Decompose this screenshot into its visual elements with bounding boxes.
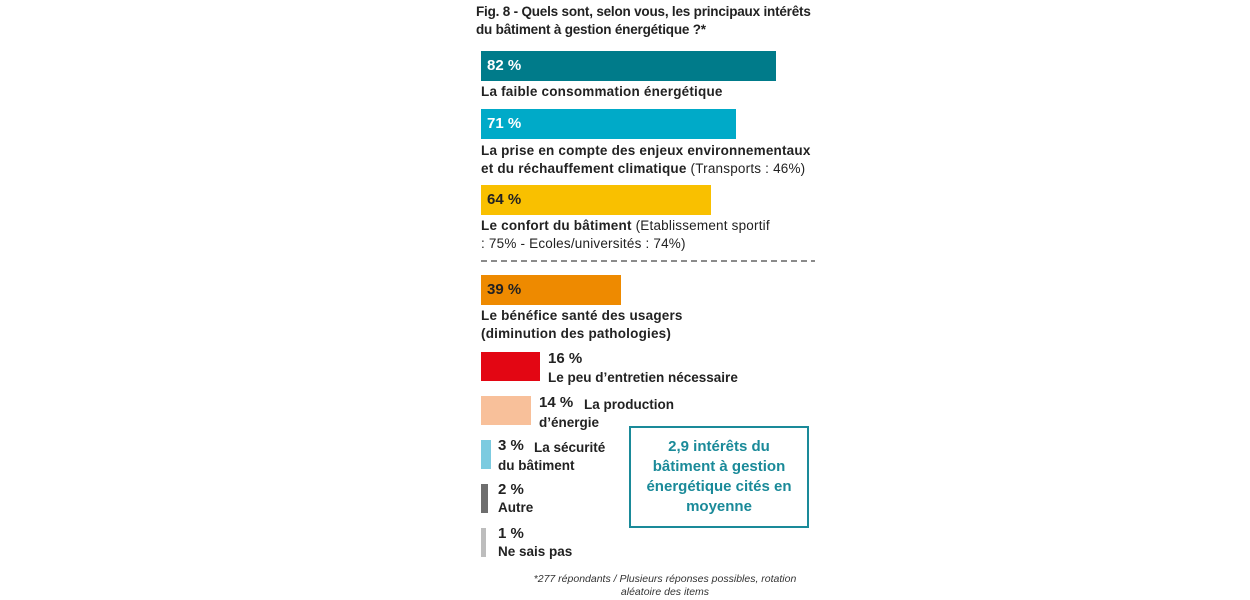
value-label-39: 39 % [487, 281, 522, 298]
bar-64 [481, 185, 711, 215]
category-label-5: Le peu d’entretien nécessaire [548, 370, 738, 385]
bar-39 [481, 275, 621, 305]
bar-82 [481, 51, 776, 81]
category-label-7: La sécurité du bâtiment [498, 440, 606, 473]
category-label-1: La faible consommation énergétique [481, 84, 723, 99]
category-label-6-text: La production d’énergie [539, 397, 674, 430]
category-label-9: Ne sais pas [498, 544, 573, 559]
bar-16 [481, 352, 540, 381]
average-callout-box: 2,9 intérêts du bâtiment à gestion énerg… [629, 426, 809, 528]
bar-1 [481, 528, 486, 557]
category-label-2: La prise en compte des enjeux environnem… [481, 143, 811, 176]
value-label-64: 64 % [487, 191, 522, 208]
value-label-82: 82 % [487, 57, 522, 74]
category-label-4: Le bénéfice santé des usagers (diminutio… [481, 308, 683, 341]
category-label-3: Le confort du bâtiment (Etablissement sp… [481, 218, 770, 251]
value-label-16: 16 % [548, 350, 583, 367]
bar-2 [481, 484, 488, 513]
bar-71 [481, 109, 736, 139]
value-label-1: 1 % [498, 525, 524, 542]
footnote: *277 répondants / Plusieurs réponses pos… [533, 573, 797, 598]
bar-14 [481, 396, 531, 425]
category-label-8: Autre [498, 500, 534, 515]
value-label-3: 3 % [498, 437, 524, 454]
value-label-71: 71 % [487, 115, 522, 132]
bar-3 [481, 440, 491, 469]
chart-title: Fig. 8 - Quels sont, selon vous, les pri… [476, 4, 811, 37]
value-label-14: 14 % [539, 394, 574, 411]
value-label-2: 2 % [498, 481, 524, 498]
